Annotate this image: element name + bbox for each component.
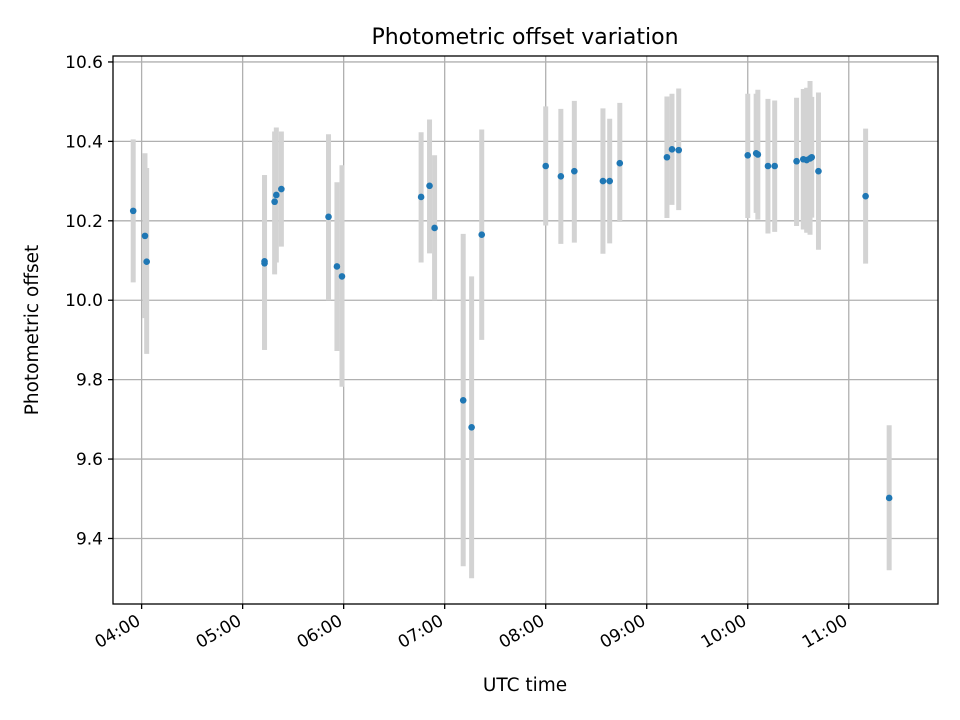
- data-points: [129, 146, 893, 502]
- data-point: [557, 173, 565, 180]
- x-axis-label: UTC time: [483, 675, 567, 696]
- data-point: [338, 273, 346, 280]
- data-point: [141, 232, 149, 240]
- data-point: [571, 167, 578, 175]
- data-point: [885, 494, 893, 502]
- data-point: [771, 162, 778, 170]
- data-point: [271, 198, 278, 206]
- data-point: [808, 153, 816, 161]
- data-point: [468, 423, 475, 431]
- data-point: [793, 157, 800, 165]
- data-point: [862, 192, 869, 200]
- y-axis-label: Photometric offset: [22, 245, 43, 416]
- y-axis: 9.4 9.6 9.8 10.0 10.2 10.4 10.6: [65, 53, 113, 549]
- data-point: [278, 185, 285, 193]
- y-tick-label: 10.2: [65, 212, 103, 232]
- grid: [113, 56, 938, 604]
- y-tick-label: 10.6: [65, 53, 103, 73]
- data-point: [616, 159, 624, 167]
- data-point: [764, 162, 772, 170]
- y-tick-label: 9.6: [76, 450, 103, 470]
- y-tick-label: 10.0: [65, 291, 103, 311]
- data-point: [754, 151, 762, 158]
- y-tick-label: 10.4: [65, 132, 103, 152]
- data-point: [431, 224, 438, 232]
- data-point: [606, 177, 613, 185]
- data-point: [129, 207, 137, 215]
- data-point: [333, 263, 341, 270]
- data-point: [459, 396, 467, 404]
- data-point: [478, 231, 486, 238]
- data-point: [417, 193, 425, 201]
- data-point: [668, 146, 676, 153]
- data-point: [675, 146, 683, 154]
- data-point: [663, 153, 671, 161]
- y-tick-label: 9.4: [76, 529, 103, 549]
- plot-frame: [112, 55, 939, 605]
- y-tick-label: 9.8: [76, 371, 103, 391]
- data-point: [426, 182, 433, 190]
- data-point: [325, 213, 332, 221]
- data-point: [599, 177, 607, 185]
- data-point: [542, 162, 550, 170]
- data-point: [273, 191, 280, 199]
- data-point: [143, 258, 150, 265]
- chart-title: Photometric offset variation: [371, 25, 678, 50]
- data-point: [261, 258, 268, 265]
- data-point: [815, 167, 822, 175]
- data-point: [744, 151, 752, 159]
